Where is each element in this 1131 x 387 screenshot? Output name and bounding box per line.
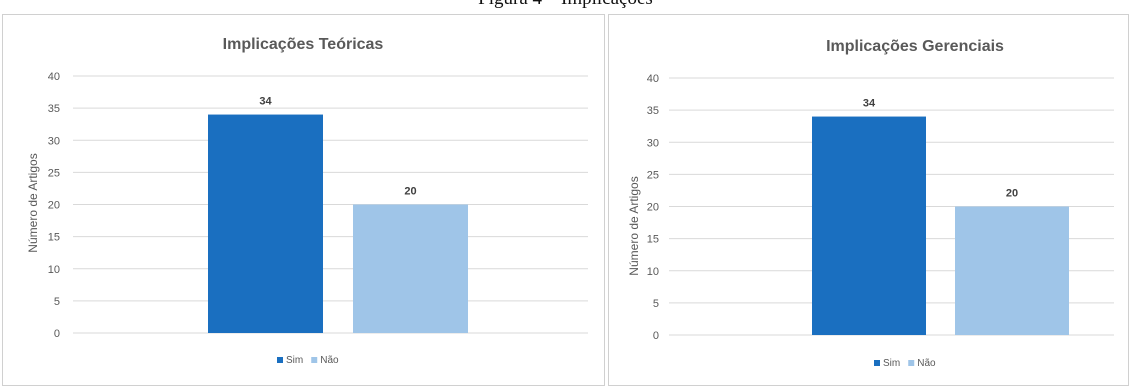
y-tick-label: 35 [48,103,60,115]
bar-nao [955,206,1069,335]
y-tick-label: 35 [647,105,659,117]
bar-sim [208,114,323,333]
data-label-nao: 20 [1006,188,1018,200]
legend-label-nao: Não [320,355,339,366]
y-tick-label: 0 [54,328,60,340]
y-tick-label: 10 [647,266,659,278]
y-axis-label: Número de Artigos [627,176,641,275]
legend-label-sim: Sim [286,355,303,366]
y-tick-label: 40 [647,73,659,85]
legend: Sim Não [874,358,936,369]
chart-panel-theoretical: Implicações Teóricas 0 5 10 15 20 25 30 35 40 Nú… [2,14,605,386]
y-tick-label: 15 [647,234,659,246]
y-tick-label: 5 [653,298,659,310]
legend-swatch-nao [311,357,318,363]
legend-label-sim: Sim [883,358,900,369]
chart-title: Implicações Teóricas [223,36,384,53]
y-tick-label: 30 [647,137,659,149]
y-axis-label: Número de Artigos [26,153,40,252]
y-tick-label: 30 [48,135,60,147]
y-tick-label: 25 [48,167,60,179]
legend-swatch-nao [908,360,915,366]
bar-nao [353,204,468,333]
chart-managerial: Implicações Gerenciais 0510152025303540 … [627,38,1114,369]
data-label-sim: 34 [863,98,876,110]
y-tick-label: 0 [653,330,659,342]
bar-sim [812,116,926,335]
figure-caption: Figura 4 – Implicações [0,0,1131,10]
data-label-nao: 20 [404,186,416,198]
legend: Sim Não [277,355,339,366]
chart-title: Implicações Gerenciais [826,38,1004,55]
legend-swatch-sim [874,360,880,366]
legend-label-nao: Não [917,358,936,369]
y-tick-label: 20 [647,202,659,214]
y-tick-label: 10 [48,264,60,276]
y-tick-label: 25 [647,169,659,181]
chart-theoretical: Implicações Teóricas 0 5 10 15 20 25 30 35 40 Nú… [26,36,588,366]
y-tick-label: 40 [48,71,60,83]
legend-swatch-sim [277,357,283,363]
data-label-sim: 34 [259,96,272,108]
y-tick-label: 15 [48,232,60,244]
chart-panel-managerial: Implicações Gerenciais 0 5 10 15 20 25 30 35 40 … [608,14,1129,386]
y-tick-label: 5 [54,296,60,308]
y-tick-label: 20 [48,200,60,212]
